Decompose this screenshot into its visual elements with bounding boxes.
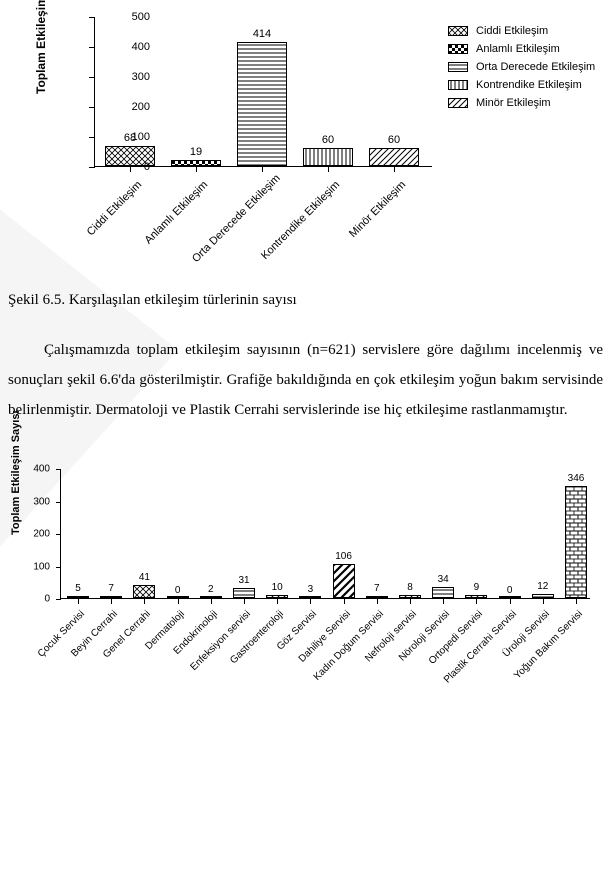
legend-label: Anlamlı Etkileşim	[476, 43, 560, 55]
legend-swatch	[448, 44, 468, 54]
chart2-bar-value: 34	[428, 574, 458, 585]
chart2-bar	[499, 596, 521, 598]
chart2-y-tick-label: 300	[33, 496, 50, 507]
chart2-bar	[167, 596, 189, 598]
chart2-y-tick-label: 200	[33, 529, 50, 540]
legend-swatch	[448, 80, 468, 90]
legend-label: Minör Etkileşim	[476, 97, 551, 109]
legend-item: Kontrendike Etkileşim	[448, 76, 595, 94]
chart2-bar-value: 106	[329, 551, 359, 562]
chart-interaction-types: Toplam Etkileşim Sayısı 0100200300400500…	[36, 12, 441, 182]
chart1-bar-value: 60	[298, 134, 358, 146]
legend-swatch	[448, 62, 468, 72]
chart2-bar-value: 10	[262, 582, 292, 593]
figure-caption: Şekil 6.5. Karşılaşılan etkileşim türler…	[8, 292, 603, 309]
chart2-y-tick-label: 100	[33, 561, 50, 572]
legend-item: Anlamlı Etkileşim	[448, 40, 595, 58]
chart2-bar	[333, 564, 355, 598]
chart1-bar	[105, 146, 155, 166]
body-paragraph: Çalışmamızda toplam etkileşim sayısının …	[8, 335, 603, 425]
chart2-bar-value: 5	[63, 583, 93, 594]
chart1-bar	[237, 42, 287, 166]
chart2-bar-value: 7	[96, 583, 126, 594]
chart2-bar-value: 0	[495, 585, 525, 596]
legend-swatch	[448, 26, 468, 36]
chart1-bar-value: 60	[364, 134, 424, 146]
chart1-bar-value: 68	[100, 132, 160, 144]
chart2-bar	[100, 596, 122, 598]
chart2-bar-value: 12	[528, 581, 558, 592]
chart2-bar	[266, 595, 288, 598]
chart2-y-tick-label: 0	[44, 594, 50, 605]
chart2-bar-value: 7	[362, 583, 392, 594]
chart2-y-axis-label: Toplam Etkileşim Sayısı	[10, 410, 22, 535]
chart2-bar-value: 8	[395, 582, 425, 593]
chart1-plot-area: 010020030040050068Ciddi Etkileşim19Anlam…	[94, 17, 432, 167]
chart-interactions-by-service: Toplam Etkileşim Sayısı 01002003004005Ço…	[14, 465, 594, 620]
chart1-y-tick-label: 400	[132, 41, 150, 53]
chart2-bar-value: 3	[295, 584, 325, 595]
chart1-bar-value: 414	[232, 28, 292, 40]
chart1-y-tick-label: 200	[132, 101, 150, 113]
chart2-bar	[532, 594, 554, 598]
chart1-legend: Ciddi Etkileşim Anlamlı Etkileşim Orta Der…	[448, 22, 595, 112]
chart1-bar	[303, 148, 353, 166]
legend-label: Orta Derecede Etkileşim	[476, 61, 595, 73]
chart1-bar	[171, 160, 221, 166]
chart2-bar	[399, 595, 421, 598]
chart1-y-tick-label: 500	[132, 11, 150, 23]
chart2-bar-value: 9	[461, 582, 491, 593]
chart1-y-tick-label: 300	[132, 71, 150, 83]
chart2-bar-value: 2	[196, 584, 226, 595]
legend-label: Ciddi Etkileşim	[476, 25, 548, 37]
chart2-bar	[299, 596, 321, 598]
chart2-bar-value: 0	[163, 585, 193, 596]
chart2-bar	[133, 585, 155, 598]
chart2-bar-value: 41	[129, 572, 159, 583]
chart2-bar	[233, 588, 255, 598]
chart2-y-tick-label: 400	[33, 464, 50, 475]
legend-item: Minör Etkileşim	[448, 94, 595, 112]
chart2-bar-value: 31	[229, 575, 259, 586]
legend-item: Orta Derecede Etkileşim	[448, 58, 595, 76]
chart2-bar	[366, 596, 388, 598]
legend-label: Kontrendike Etkileşim	[476, 79, 582, 91]
chart2-bar-value: 346	[561, 473, 591, 484]
chart2-bar	[565, 486, 587, 598]
chart2-bar	[200, 596, 222, 598]
chart1-bar-value: 19	[166, 146, 226, 158]
chart1-bar	[369, 148, 419, 166]
chart1-y-axis-label: Toplam Etkileşim Sayısı	[34, 0, 48, 94]
legend-item: Ciddi Etkileşim	[448, 22, 595, 40]
chart2-bar	[67, 596, 89, 598]
chart2-bar	[432, 587, 454, 598]
chart2-bar	[465, 595, 487, 598]
legend-swatch	[448, 98, 468, 108]
chart2-plot-area: 01002003004005Çocuk Servisi7Beyin Cerrah…	[60, 469, 590, 599]
